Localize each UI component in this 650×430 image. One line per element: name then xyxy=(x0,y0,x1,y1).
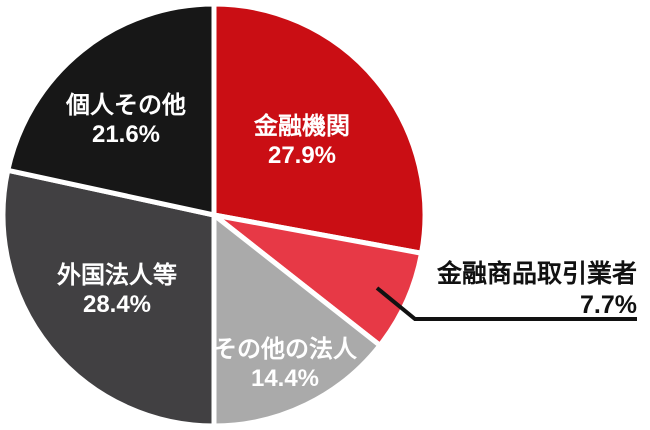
pie-slices-group xyxy=(0,1,428,429)
leader-line xyxy=(375,286,637,321)
pie-slice-4 xyxy=(4,1,217,219)
pie-slice-0 xyxy=(211,1,428,257)
pie-slice-2 xyxy=(211,209,384,429)
pie-slice-3 xyxy=(0,167,217,429)
